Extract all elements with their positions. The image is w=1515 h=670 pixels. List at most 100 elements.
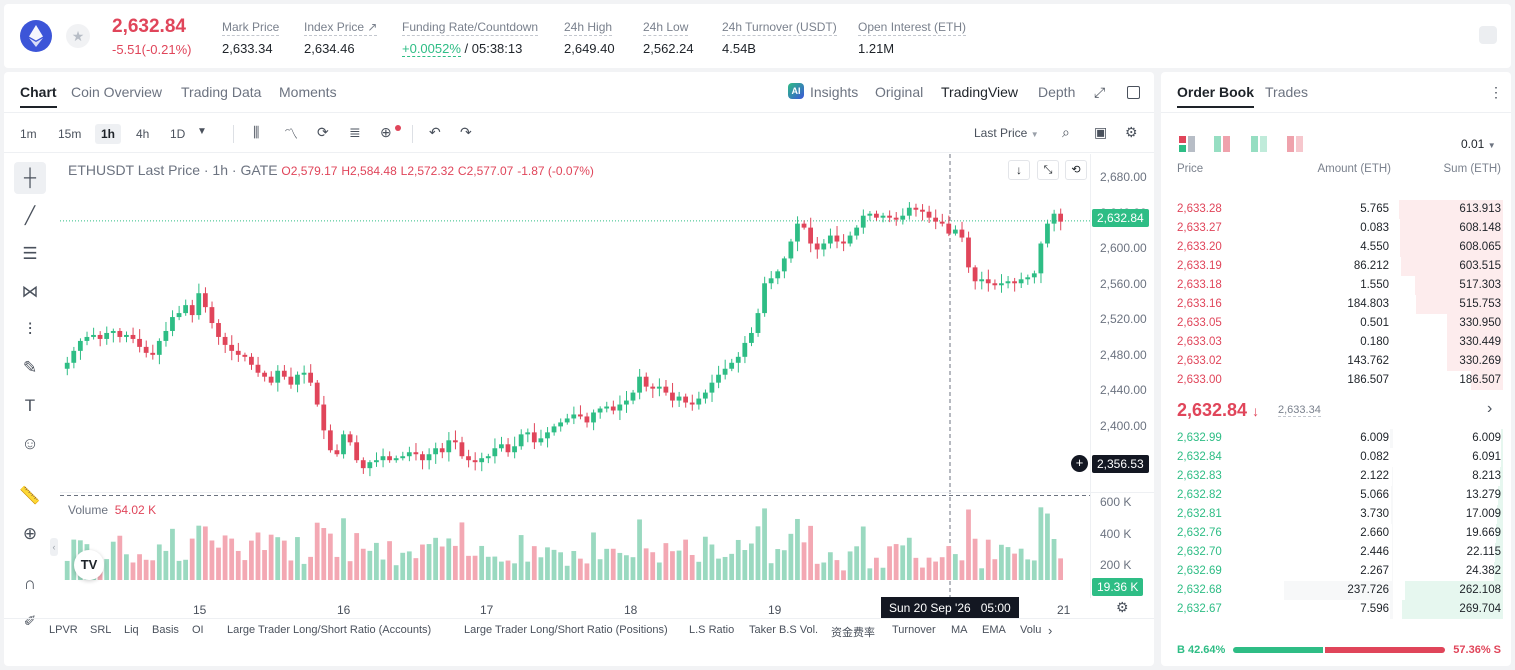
favorite-star-icon[interactable]: ★: [66, 24, 90, 48]
indicator-item[interactable]: 资金费率: [831, 627, 875, 639]
camera-icon[interactable]: ▣: [1094, 124, 1108, 140]
ask-row[interactable]: 2,633.20 4.550 608.065: [1161, 238, 1511, 257]
indicators-icon[interactable]: 〽: [284, 126, 298, 142]
price-type-select[interactable]: Last Price ▼: [974, 126, 1039, 140]
axis-settings-icon[interactable]: ⚙: [1116, 599, 1129, 615]
bid-row[interactable]: 2,632.82 5.066 13.279: [1161, 486, 1511, 505]
indicator-item[interactable]: Volu: [1020, 624, 1042, 636]
ask-row[interactable]: 2,633.18 1.550 517.303: [1161, 276, 1511, 295]
indicator-item[interactable]: Turnover: [892, 624, 936, 636]
view-sell-only-icon[interactable]: [1287, 136, 1303, 157]
ask-row[interactable]: 2,633.02 143.762 330.269: [1161, 352, 1511, 371]
bid-row[interactable]: 2,632.67 7.596 269.704: [1161, 600, 1511, 619]
view-both-icon[interactable]: [1179, 136, 1195, 157]
tf-15m[interactable]: 15m: [58, 127, 82, 141]
chevron-right-icon[interactable]: ›: [1487, 400, 1493, 417]
magnet-icon[interactable]: ∩: [23, 574, 37, 593]
bid-row[interactable]: 2,632.83 2.122 8.213: [1161, 467, 1511, 486]
gear-icon[interactable]: ⚙: [1125, 124, 1138, 140]
ask-row[interactable]: 2,633.19 86.212 603.515: [1161, 257, 1511, 276]
tab-order-book[interactable]: Order Book: [1177, 84, 1255, 108]
ask-row[interactable]: 2,633.27 0.083 608.148: [1161, 219, 1511, 238]
pattern-icon[interactable]: ⋈: [21, 282, 39, 301]
ask-row[interactable]: 2,633.03 0.180 330.449: [1161, 333, 1511, 352]
search-icon[interactable]: ⌕: [1062, 124, 1070, 140]
indicator-item[interactable]: OI: [192, 624, 204, 636]
pencil-lock-icon[interactable]: ✐: [23, 613, 37, 630]
tab-trades[interactable]: Trades: [1265, 84, 1309, 100]
bid-row[interactable]: 2,632.69 2.267 24.382: [1161, 562, 1511, 581]
undo-icon[interactable]: ↶: [429, 124, 441, 140]
view-buy-only-icon[interactable]: [1251, 136, 1267, 157]
crosshair-icon[interactable]: ┼: [14, 162, 46, 194]
tab-chart[interactable]: Chart: [20, 84, 57, 108]
indicator-item[interactable]: EMA: [982, 624, 1006, 636]
tab-depth[interactable]: Depth: [1038, 84, 1076, 100]
redo-icon[interactable]: ↷: [460, 124, 472, 140]
volume-bar: [347, 561, 353, 580]
candle-body: [202, 293, 208, 308]
bid-row[interactable]: 2,632.81 3.730 17.009: [1161, 505, 1511, 524]
indicator-item[interactable]: Large Trader Long/Short Ratio (Positions…: [464, 624, 668, 636]
bid-row[interactable]: 2,632.70 2.446 22.115: [1161, 543, 1511, 562]
stat-open-interest: Open Interest (ETH) 1.21M: [858, 18, 967, 56]
bid-row[interactable]: 2,632.76 2.660 19.669: [1161, 524, 1511, 543]
brush-icon[interactable]: ✎: [22, 358, 38, 377]
collapse-icon[interactable]: ⤡: [1037, 160, 1059, 180]
bid-row[interactable]: 2,632.99 6.009 6.009: [1161, 429, 1511, 448]
price-chart[interactable]: [60, 154, 1090, 598]
add-order-icon[interactable]: +: [1071, 455, 1088, 472]
collapse-toolbar-icon[interactable]: ‹: [50, 538, 58, 556]
ask-row[interactable]: 2,633.05 0.501 330.950: [1161, 314, 1511, 333]
ask-row[interactable]: 2,633.28 5.765 613.913: [1161, 200, 1511, 219]
volume-bar: [637, 519, 642, 580]
templates-icon[interactable]: ≣: [349, 124, 361, 140]
indicator-item[interactable]: MA: [951, 624, 968, 636]
indicator-item[interactable]: LPVR: [49, 624, 78, 636]
expand-icon[interactable]: ⤢: [1094, 84, 1106, 100]
emoji-icon[interactable]: ☺: [21, 434, 39, 453]
chevron-right-icon[interactable]: ›: [1048, 623, 1053, 638]
tab-original[interactable]: Original: [875, 84, 924, 100]
book-icon[interactable]: [1479, 26, 1497, 44]
tf-1m[interactable]: 1m: [20, 127, 37, 141]
volume-bar: [1058, 558, 1063, 580]
bid-row[interactable]: 2,632.68 237.726 262.108: [1161, 581, 1511, 600]
refresh-icon[interactable]: ⟲: [1065, 160, 1087, 180]
tf-1d[interactable]: 1D: [170, 127, 186, 141]
ruler-icon[interactable]: 📏: [19, 486, 41, 505]
precision-select[interactable]: 0.01 ▼: [1461, 137, 1496, 151]
indicator-item[interactable]: Liq: [124, 624, 139, 636]
indicator-item[interactable]: SRL: [90, 624, 112, 636]
chevron-down-icon[interactable]: ▼: [197, 126, 207, 137]
indicator-item[interactable]: Large Trader Long/Short Ratio (Accounts): [227, 624, 432, 636]
bid-row[interactable]: 2,632.84 0.082 6.091: [1161, 448, 1511, 467]
indicator-item[interactable]: L.S Ratio: [689, 624, 735, 636]
volume-bar: [413, 558, 419, 580]
fib-icon[interactable]: ⫶: [27, 320, 33, 339]
tab-tradingview[interactable]: TradingView: [941, 84, 1019, 100]
more-icon[interactable]: ⋮: [1489, 84, 1503, 100]
ask-row[interactable]: 2,633.00 186.507 186.507: [1161, 371, 1511, 390]
view-bids-icon[interactable]: [1214, 136, 1230, 157]
tf-4h[interactable]: 4h: [136, 127, 150, 141]
tab-insights[interactable]: Insights: [810, 84, 859, 100]
add-alert-icon[interactable]: ⊕: [380, 124, 392, 140]
window-icon[interactable]: [1127, 86, 1140, 99]
candle-type-icon[interactable]: ⫼: [253, 124, 260, 140]
volume-bar: [387, 541, 392, 580]
stat-index-price[interactable]: Index Price ↗ 2,634.46: [304, 18, 378, 56]
tf-1h[interactable]: 1h: [95, 124, 122, 144]
indicator-item[interactable]: Taker B.S Vol.: [749, 624, 819, 636]
tab-moments[interactable]: Moments: [279, 84, 337, 100]
trendline-icon[interactable]: ╱: [24, 206, 36, 225]
compare-icon[interactable]: ⟳: [317, 124, 329, 140]
horizontal-lines-icon[interactable]: ☰: [22, 244, 38, 263]
indicator-item[interactable]: Basis: [152, 624, 179, 636]
zoom-in-icon[interactable]: ⊕: [22, 524, 38, 543]
text-icon[interactable]: T: [24, 396, 36, 415]
tab-trading-data[interactable]: Trading Data: [181, 84, 262, 100]
tab-coin-overview[interactable]: Coin Overview: [71, 84, 163, 100]
ask-row[interactable]: 2,633.16 184.803 515.753: [1161, 295, 1511, 314]
scroll-down-icon[interactable]: ↓: [1008, 160, 1030, 180]
